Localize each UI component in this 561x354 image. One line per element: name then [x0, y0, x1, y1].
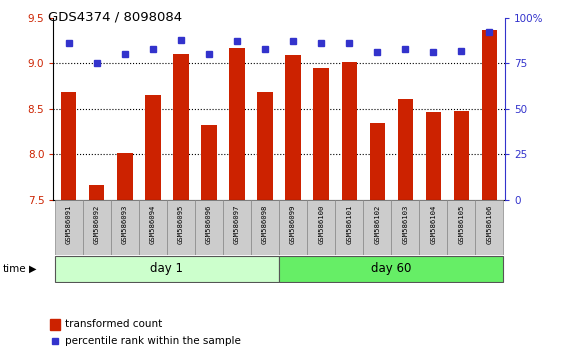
- Bar: [398, 99, 413, 200]
- FancyBboxPatch shape: [279, 200, 307, 255]
- FancyBboxPatch shape: [167, 200, 195, 255]
- Bar: [61, 92, 76, 200]
- FancyBboxPatch shape: [307, 200, 335, 255]
- Text: day 1: day 1: [150, 262, 183, 275]
- Text: GSM586105: GSM586105: [458, 204, 465, 244]
- Text: transformed count: transformed count: [65, 319, 162, 329]
- Text: GSM586093: GSM586093: [122, 204, 128, 244]
- Text: GSM586106: GSM586106: [486, 204, 493, 244]
- FancyBboxPatch shape: [54, 200, 83, 255]
- Text: GSM586101: GSM586101: [346, 204, 352, 244]
- Bar: [50, 319, 60, 330]
- FancyBboxPatch shape: [279, 256, 503, 282]
- FancyBboxPatch shape: [335, 200, 363, 255]
- Text: GSM586104: GSM586104: [430, 204, 436, 244]
- Bar: [229, 48, 245, 200]
- FancyBboxPatch shape: [139, 200, 167, 255]
- Bar: [342, 62, 357, 200]
- Bar: [145, 95, 160, 200]
- FancyBboxPatch shape: [447, 200, 475, 255]
- FancyBboxPatch shape: [363, 200, 392, 255]
- Text: GSM586099: GSM586099: [290, 204, 296, 244]
- FancyBboxPatch shape: [83, 200, 111, 255]
- Text: GSM586098: GSM586098: [262, 204, 268, 244]
- Bar: [482, 29, 497, 200]
- FancyBboxPatch shape: [54, 256, 279, 282]
- Text: ▶: ▶: [29, 264, 36, 274]
- FancyBboxPatch shape: [475, 200, 503, 255]
- Text: day 60: day 60: [371, 262, 411, 275]
- Text: percentile rank within the sample: percentile rank within the sample: [65, 336, 241, 346]
- Text: GDS4374 / 8098084: GDS4374 / 8098084: [48, 11, 182, 24]
- Bar: [426, 112, 441, 200]
- Bar: [89, 184, 104, 200]
- FancyBboxPatch shape: [251, 200, 279, 255]
- Text: GSM586102: GSM586102: [374, 204, 380, 244]
- Text: GSM586091: GSM586091: [66, 204, 72, 244]
- Bar: [173, 54, 188, 200]
- Text: GSM586103: GSM586103: [402, 204, 408, 244]
- Text: GSM586096: GSM586096: [206, 204, 212, 244]
- Text: GSM586100: GSM586100: [318, 204, 324, 244]
- Bar: [314, 68, 329, 200]
- Bar: [201, 125, 217, 200]
- FancyBboxPatch shape: [392, 200, 419, 255]
- Bar: [286, 55, 301, 200]
- Text: GSM586097: GSM586097: [234, 204, 240, 244]
- FancyBboxPatch shape: [419, 200, 447, 255]
- FancyBboxPatch shape: [195, 200, 223, 255]
- Bar: [117, 153, 132, 200]
- Text: GSM586095: GSM586095: [178, 204, 184, 244]
- Text: GSM586094: GSM586094: [150, 204, 156, 244]
- Text: time: time: [3, 264, 26, 274]
- Text: GSM586092: GSM586092: [94, 204, 100, 244]
- FancyBboxPatch shape: [111, 200, 139, 255]
- Bar: [370, 124, 385, 200]
- FancyBboxPatch shape: [223, 200, 251, 255]
- Bar: [257, 92, 273, 200]
- Bar: [454, 111, 469, 200]
